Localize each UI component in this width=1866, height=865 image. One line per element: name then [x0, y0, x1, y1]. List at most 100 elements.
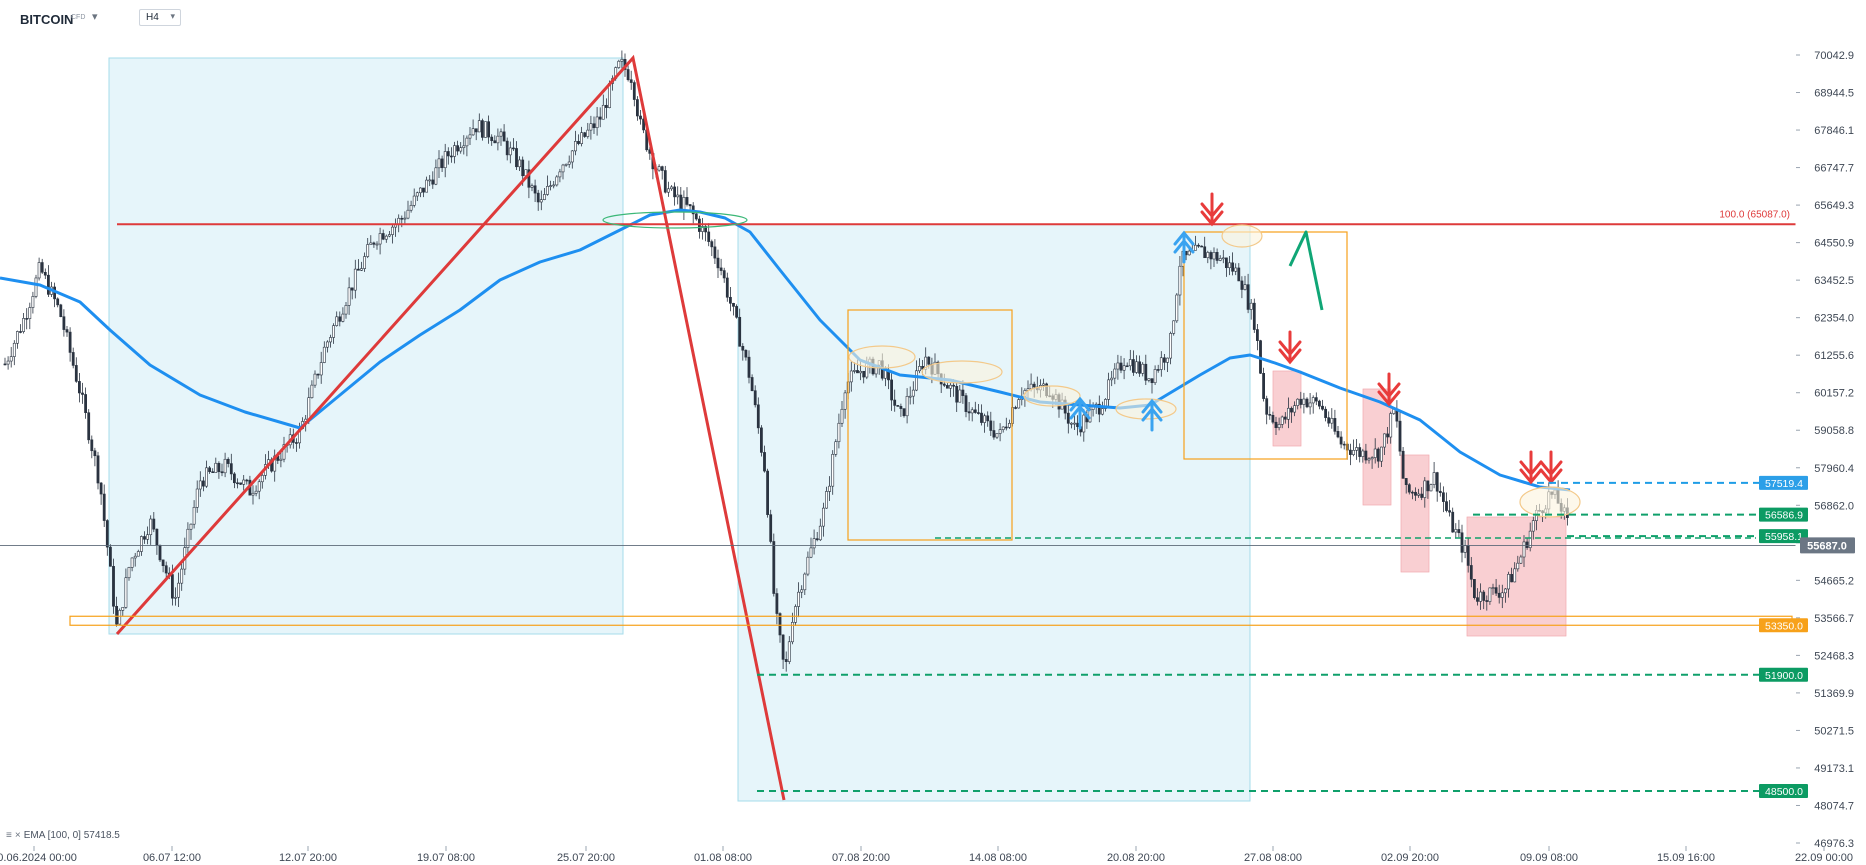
candle-body	[1225, 257, 1228, 269]
candle-body	[1107, 379, 1111, 400]
candle	[459, 142, 463, 154]
timeframe-select[interactable]: H4 ▾	[139, 9, 181, 26]
candle	[973, 401, 977, 414]
indicator-settings-icon[interactable]: ≡	[6, 830, 12, 841]
candle	[161, 559, 165, 573]
candle-body	[406, 209, 410, 219]
candle-body	[828, 485, 832, 492]
candle	[564, 163, 568, 167]
candle	[1197, 243, 1200, 248]
candle-body	[1466, 545, 1470, 566]
candle-body	[254, 490, 258, 494]
candle	[1243, 275, 1247, 291]
candle-body	[815, 538, 819, 541]
candle	[890, 373, 894, 411]
price-tag-55958.1: 55958.1	[1759, 529, 1808, 544]
candle	[93, 447, 97, 467]
candle-body	[666, 188, 670, 193]
candle	[741, 343, 745, 361]
candle	[1293, 401, 1297, 417]
candle	[211, 468, 215, 473]
candle	[812, 529, 816, 555]
candle	[967, 402, 971, 421]
candle-body	[1156, 369, 1160, 371]
candle-body	[604, 104, 608, 108]
candle-body	[1070, 422, 1073, 425]
candle-body	[1398, 420, 1402, 452]
candle-body	[818, 525, 822, 541]
candle-body	[375, 243, 379, 246]
candle	[74, 357, 78, 383]
candle	[329, 334, 332, 348]
candle-body	[967, 411, 971, 414]
candle	[806, 551, 810, 577]
candle-body	[1271, 414, 1275, 423]
candle-body	[1482, 591, 1486, 601]
signal-buy-2	[1069, 396, 1091, 430]
candle-body	[180, 568, 184, 584]
candle-body	[313, 373, 317, 386]
candle-body	[1435, 472, 1439, 492]
candle	[685, 187, 689, 207]
candle-body	[530, 185, 534, 188]
x-tick-label: 14.08 08:00	[969, 852, 1027, 864]
candle	[1004, 417, 1008, 431]
candle-body	[502, 131, 506, 142]
candle-body	[732, 302, 735, 307]
candle-body	[1364, 450, 1368, 461]
candle	[1175, 293, 1179, 323]
candle	[843, 390, 847, 419]
candle	[456, 140, 460, 156]
symbol-dropdown-chevron-icon[interactable]: ▾	[92, 11, 98, 23]
candle-body	[1001, 426, 1005, 430]
candle-body	[1197, 244, 1200, 247]
candle	[1500, 584, 1504, 609]
candle-body	[177, 582, 181, 598]
x-tick-label: 06.07 12:00	[143, 852, 201, 864]
candle	[59, 303, 63, 318]
candle	[96, 451, 100, 490]
candle-body	[533, 185, 537, 194]
candle	[198, 471, 202, 497]
candle	[43, 268, 47, 280]
candle	[1128, 349, 1132, 371]
candle-body	[490, 136, 494, 141]
candle-body	[787, 641, 791, 662]
symbol-name[interactable]: BITCOIN	[20, 12, 74, 27]
candle	[828, 476, 832, 501]
candle	[750, 374, 754, 392]
candle-body	[834, 441, 838, 455]
fib-100-label: 100.0 (65087.0)	[1719, 209, 1790, 220]
candle	[1283, 412, 1287, 424]
signal-buy-3	[1141, 398, 1163, 432]
candle-body	[307, 397, 311, 420]
candle-body	[800, 589, 804, 593]
candle	[1407, 483, 1411, 495]
y-tick-label: 62354.0	[1814, 313, 1854, 325]
candle-body	[1451, 511, 1455, 533]
candle-body	[552, 184, 556, 187]
candle-body	[415, 192, 419, 197]
candle	[803, 572, 807, 595]
candle	[220, 463, 224, 477]
candle	[1116, 354, 1120, 380]
candle-body	[46, 274, 50, 295]
price-tag-53350.0: 53350.0	[1759, 618, 1808, 633]
indicator-close-icon[interactable]: ×	[14, 830, 21, 841]
candle	[763, 445, 766, 473]
ema-indicator-legend[interactable]: ≡ × EMA [100, 0] 57418.5	[6, 830, 120, 841]
candle-body	[226, 458, 230, 464]
candle	[46, 265, 50, 297]
candle	[899, 403, 903, 417]
candle-body	[391, 226, 394, 235]
candle	[821, 502, 825, 537]
candle	[592, 116, 596, 135]
candle-body	[673, 186, 677, 198]
candle	[322, 341, 326, 364]
candle-body	[1389, 413, 1393, 438]
candle	[127, 566, 131, 581]
candle	[905, 388, 909, 424]
candle	[1113, 363, 1117, 385]
candle-body	[329, 337, 332, 343]
